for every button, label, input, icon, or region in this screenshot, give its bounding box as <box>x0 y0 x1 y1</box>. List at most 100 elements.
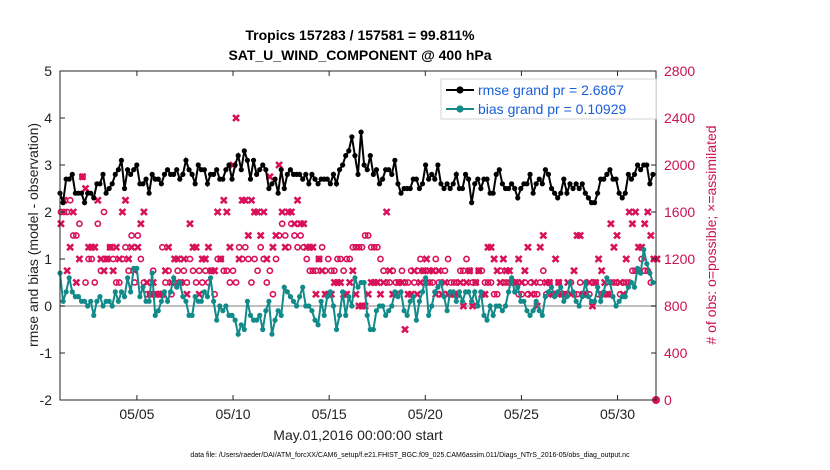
obs-possible-marker <box>266 267 274 275</box>
obs-assimilated-marker <box>610 243 618 252</box>
data-file-note: data file: /Users/raeder/DAI/ATM_forcXX/… <box>190 452 630 459</box>
bias-point <box>567 279 573 286</box>
obs-possible-marker <box>109 255 117 263</box>
bias-point <box>419 289 426 295</box>
obs-possible-marker <box>306 267 314 275</box>
rmse-point <box>97 181 103 187</box>
obs-assimilated-marker <box>514 255 523 263</box>
obs-x-stroke <box>278 208 287 216</box>
obs-possible-marker <box>426 279 434 286</box>
bias-point <box>490 312 496 318</box>
obs-x-stroke <box>226 243 234 252</box>
obs-assimilated-marker <box>410 266 419 275</box>
legend-marker-rmse <box>456 86 464 94</box>
rmse-point <box>66 176 72 182</box>
obs-x-stroke <box>588 302 597 310</box>
bias-point <box>244 298 251 304</box>
obs-possible-marker <box>330 267 338 275</box>
rmse-point <box>601 176 607 182</box>
obs-x-stroke <box>100 266 108 275</box>
obs-possible-marker <box>420 267 427 275</box>
rmse-point <box>149 171 155 177</box>
rmse-point <box>333 181 340 187</box>
rmse-point <box>591 200 598 206</box>
obs-assimilated-marker <box>376 290 385 299</box>
rmse-point <box>499 181 505 187</box>
obs-x-stroke <box>219 196 228 205</box>
rmse-point <box>367 153 373 159</box>
obs-assimilated-marker <box>493 266 502 275</box>
bias-point <box>318 298 324 304</box>
obs-x-stroke <box>570 266 578 275</box>
y2-axis-label: # of obs: o=possible; ×=assimilated <box>703 125 719 344</box>
obs-possible-marker <box>460 267 467 275</box>
bias-point <box>625 284 631 290</box>
bias-point <box>254 317 260 323</box>
bias-point <box>60 298 66 304</box>
obs-assimilated-marker <box>628 219 637 228</box>
obs-x-stroke <box>493 266 502 275</box>
bias-point <box>164 298 171 304</box>
obs-possible-marker <box>281 232 289 239</box>
rmse-point <box>192 181 198 187</box>
rmse-point <box>106 185 112 192</box>
obs-possible-marker <box>91 279 99 286</box>
obs-possible-marker <box>128 232 136 239</box>
bias-point <box>171 275 177 281</box>
obs-possible-marker <box>291 232 298 239</box>
rmse-point <box>263 167 269 173</box>
bias-point <box>100 303 106 309</box>
rmse-point <box>254 171 260 177</box>
obs-assimilated-marker <box>625 208 634 216</box>
rmse-point <box>241 148 247 154</box>
obs-possible-marker <box>263 279 271 286</box>
obs-assimilated-marker <box>496 278 505 287</box>
bias-point <box>161 289 168 295</box>
obs-x-stroke <box>434 266 443 275</box>
bias-point <box>370 326 376 333</box>
bias-point <box>275 308 281 314</box>
bias-point <box>496 303 502 309</box>
obs-x-stroke <box>179 255 188 263</box>
obs-assimilated-marker <box>401 325 409 334</box>
rmse-point <box>155 176 161 182</box>
rmse-point <box>438 181 444 187</box>
series-layer <box>57 129 656 339</box>
rmse-point <box>211 171 217 177</box>
obs-assimilated-marker <box>232 114 240 122</box>
obs-assimilated-marker <box>100 266 108 275</box>
rmse-point <box>576 185 582 192</box>
rmse-point <box>604 171 610 177</box>
obs-assimilated-marker <box>124 255 133 263</box>
bias-point <box>115 298 121 304</box>
bias-point <box>481 312 487 318</box>
bias-point <box>499 308 505 314</box>
bias-point <box>235 331 241 337</box>
bias-point <box>416 298 423 304</box>
obs-assimilated-marker <box>459 302 468 310</box>
y-tick-label: 3 <box>44 157 52 173</box>
rmse-point <box>287 167 294 173</box>
obs-possible-marker <box>463 255 470 263</box>
bias-point <box>134 265 140 271</box>
obs-possible-marker <box>294 243 301 251</box>
obs-assimilated-marker <box>379 278 388 287</box>
bias-point <box>69 289 75 295</box>
rmse-point <box>472 181 478 187</box>
obs-x-stroke <box>72 278 81 287</box>
obs-assimilated-marker <box>219 196 228 205</box>
rmse-point <box>124 167 131 173</box>
bias-point <box>204 294 211 300</box>
bias-point <box>582 279 588 286</box>
obs-assimilated-marker <box>121 196 130 205</box>
rmse-point <box>607 167 613 173</box>
bias-point <box>576 303 582 309</box>
legend-marker-bias <box>456 105 464 113</box>
obs-x-stroke <box>342 290 351 299</box>
rmse-point <box>327 181 333 187</box>
obs-assimilated-marker <box>72 278 81 287</box>
obs-possible-marker <box>484 279 492 286</box>
rmse-point <box>389 171 395 177</box>
obs-x-stroke <box>345 278 354 287</box>
obs-possible-marker <box>174 267 182 275</box>
